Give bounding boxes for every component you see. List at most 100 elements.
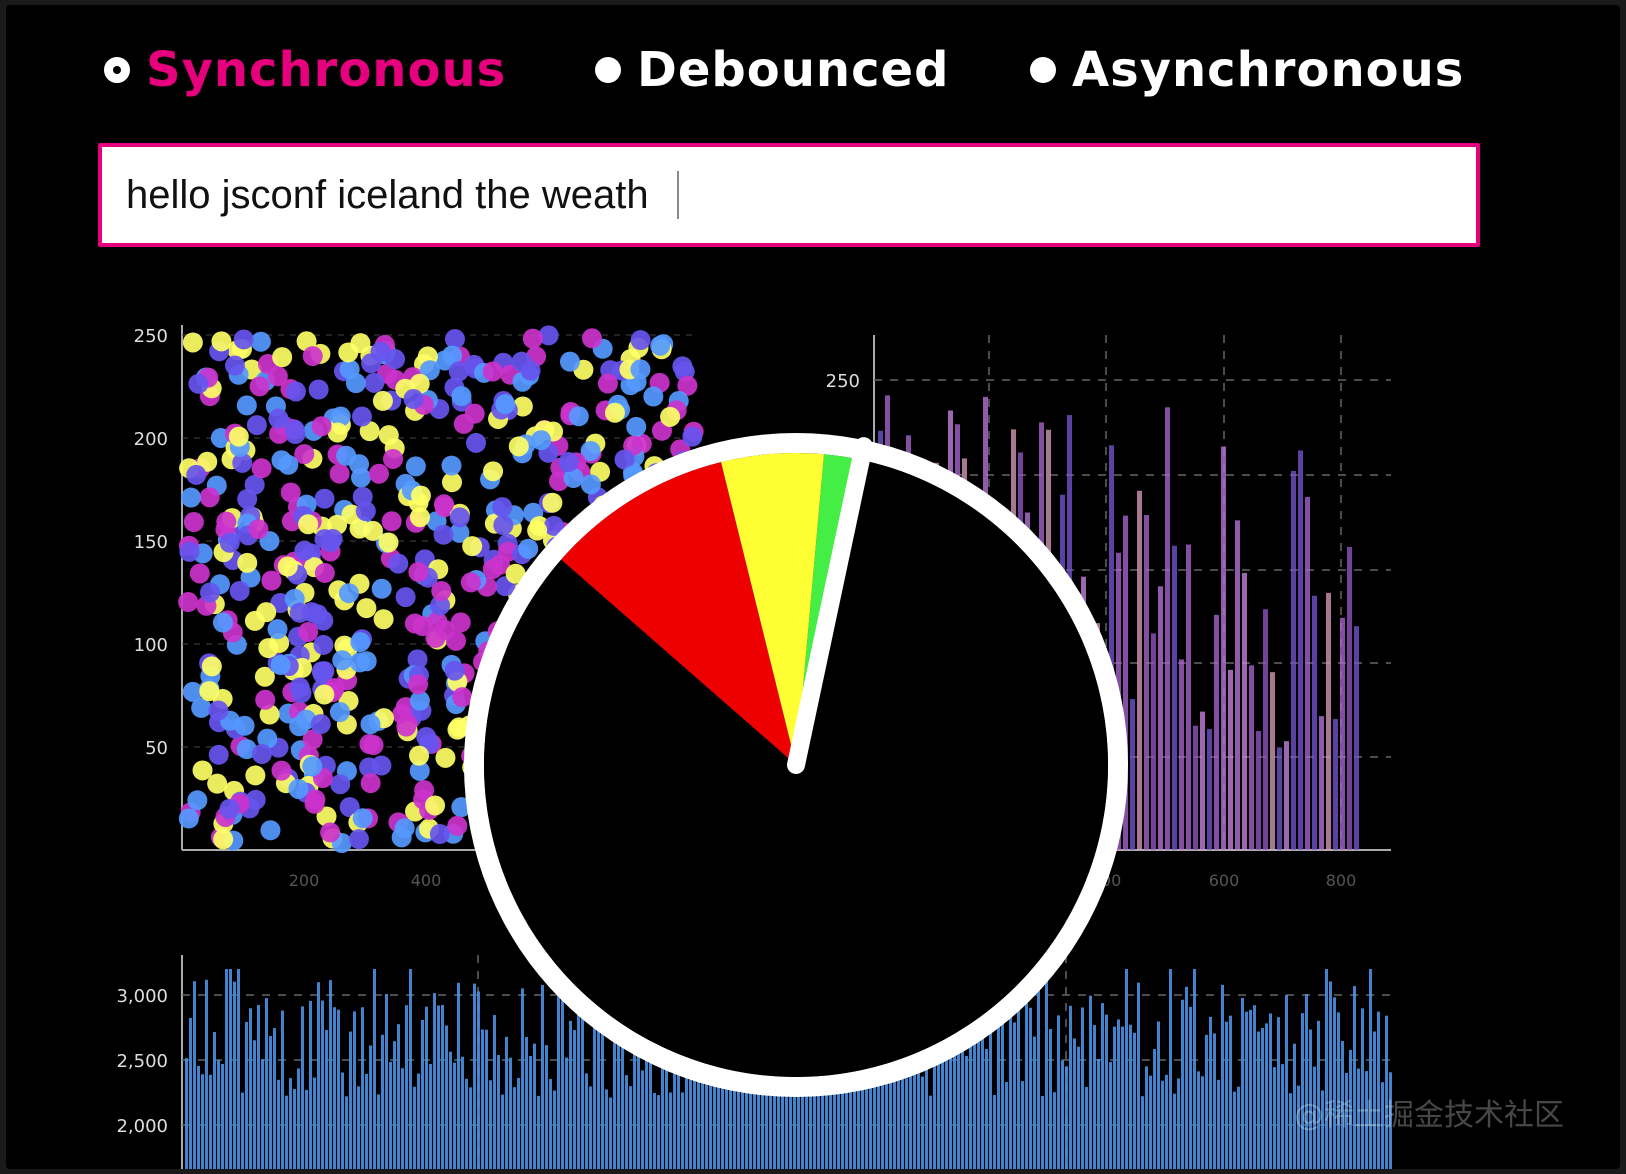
bar <box>1265 1023 1268 1169</box>
bar <box>397 1024 400 1169</box>
scatter-point <box>352 486 373 507</box>
scatter-point <box>330 406 351 427</box>
bar <box>669 1092 672 1169</box>
bar <box>1037 982 1040 1169</box>
bar <box>313 1077 316 1169</box>
scatter-point <box>197 451 218 472</box>
bar <box>985 1048 988 1169</box>
bar <box>1193 725 1198 850</box>
bar <box>1361 1008 1364 1169</box>
bar <box>209 1074 212 1169</box>
scatter-point <box>410 485 431 506</box>
bar <box>481 1029 484 1169</box>
bar <box>213 1032 216 1169</box>
bar <box>1277 1017 1280 1169</box>
scatter-point <box>289 716 310 737</box>
bar <box>1165 1074 1168 1169</box>
scatter-point <box>630 359 651 380</box>
bar <box>1137 490 1142 850</box>
bar <box>549 1078 552 1169</box>
scatter-point <box>178 808 199 829</box>
bar <box>1317 1020 1320 1169</box>
scatter-point <box>224 355 245 376</box>
bar <box>949 969 952 1169</box>
bar <box>757 1051 760 1169</box>
scatter-point <box>272 347 293 368</box>
bar <box>901 998 904 1169</box>
text-input-value: hello jsconf iceland the weath <box>126 172 649 217</box>
bar <box>409 969 412 1169</box>
bar <box>321 1000 324 1169</box>
bar <box>1172 545 1177 850</box>
bar <box>773 1057 776 1169</box>
scatter-point <box>189 563 210 584</box>
scatter-point <box>251 458 272 479</box>
scatter-point <box>382 448 403 469</box>
bar <box>1165 407 1170 850</box>
scatter-point <box>630 330 651 351</box>
bar <box>1297 1085 1300 1169</box>
bar <box>965 1055 968 1169</box>
bar <box>821 1093 824 1169</box>
bar <box>1309 1029 1312 1169</box>
scatter-point <box>527 520 548 541</box>
bar <box>553 1090 556 1169</box>
bar <box>641 1070 644 1169</box>
bar <box>533 1043 536 1169</box>
text-input[interactable]: hello jsconf iceland the weath <box>98 143 1480 247</box>
bar <box>1017 998 1020 1169</box>
bar <box>1041 1095 1044 1169</box>
scatter-point <box>183 511 204 532</box>
scatter-point <box>244 610 265 631</box>
bar <box>269 1036 272 1169</box>
radio-icon[interactable] <box>595 57 621 83</box>
bar <box>369 1045 372 1169</box>
bar <box>1021 1081 1024 1169</box>
scatter-point <box>336 445 357 466</box>
bar <box>1263 609 1268 850</box>
bar <box>1237 1086 1240 1169</box>
bar <box>925 983 928 1169</box>
bar <box>961 1042 964 1169</box>
bar <box>417 1073 420 1169</box>
bar <box>253 1040 256 1169</box>
scatter-point <box>251 743 272 764</box>
text-caret <box>676 171 679 219</box>
scatter-point <box>308 379 329 400</box>
scatter-point <box>249 376 270 397</box>
bar <box>1205 1034 1208 1169</box>
bar <box>297 1068 300 1169</box>
bar <box>605 1089 608 1169</box>
x-tick-label: 800 <box>1326 871 1357 890</box>
radio-icon[interactable] <box>1030 57 1056 83</box>
scatter-point <box>339 797 360 818</box>
bar <box>1025 984 1028 1169</box>
bar <box>777 1068 780 1169</box>
bar <box>1217 1079 1220 1169</box>
bar <box>625 1075 628 1169</box>
mode-option-synchronous[interactable]: Synchronous <box>104 35 506 105</box>
bar <box>657 1095 660 1169</box>
bar <box>1005 1081 1008 1169</box>
radio-selected-icon[interactable] <box>104 57 130 83</box>
scatter-point <box>327 422 348 443</box>
bar <box>221 1063 224 1169</box>
scatter-point <box>236 739 257 760</box>
scatter-point <box>482 559 503 580</box>
bar <box>1249 665 1254 850</box>
bar <box>1373 1031 1376 1169</box>
bar <box>461 1056 464 1169</box>
scatter-point <box>363 735 384 756</box>
bar <box>529 1056 532 1169</box>
bar <box>453 1062 456 1169</box>
y-tick-label: 100 <box>134 635 168 656</box>
scatter-point <box>425 795 446 816</box>
bar <box>993 1094 996 1169</box>
bar <box>1189 1006 1192 1169</box>
mode-option-asynchronous[interactable]: Asynchronous <box>1030 35 1464 105</box>
y-tick-label: 3,000 <box>116 986 168 1007</box>
bar <box>485 1029 488 1169</box>
mode-option-debounced[interactable]: Debounced <box>595 35 949 105</box>
bar <box>677 1063 680 1169</box>
bar <box>1057 1015 1060 1169</box>
